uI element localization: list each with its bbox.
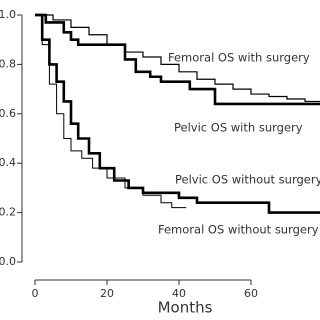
curve-label: Femoral OS without surgery	[158, 223, 319, 237]
x-tick-label: 0	[32, 287, 39, 300]
x-axis-label: Months	[158, 299, 213, 317]
curve-label: Pelvic OS without surgery	[175, 173, 320, 187]
survival-curve	[35, 13, 320, 214]
y-tick-label: 0.0	[0, 255, 16, 268]
survival-curve	[35, 14, 320, 103]
survival-curve	[35, 13, 320, 106]
x-tick-label: 60	[244, 287, 258, 300]
curve-label: Femoral OS with surgery	[168, 51, 310, 65]
curve-label: Pelvic OS with surgery	[174, 121, 303, 135]
x-tick-label: 20	[100, 287, 114, 300]
y-tick-label: 1.0	[0, 8, 16, 21]
x-tick-label: 40	[172, 287, 186, 300]
y-tick-label: 0.4	[0, 156, 16, 169]
y-tick-label: 0.8	[0, 57, 16, 70]
y-tick-label: 0.2	[0, 206, 16, 219]
survival-curve	[35, 14, 187, 209]
y-tick-label: 0.6	[0, 107, 16, 120]
